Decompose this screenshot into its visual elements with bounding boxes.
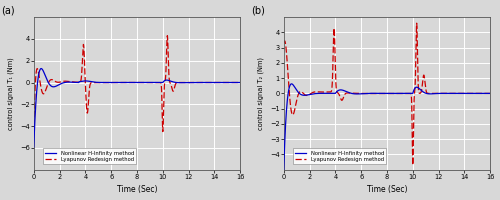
Lyapunov Redesign method — [106, 81, 112, 84]
Text: (b): (b) — [250, 6, 264, 16]
Lyapunov Redesign method — [280, 42, 286, 45]
Line: Nonlinear H-Infinity method: Nonlinear H-Infinity method — [284, 84, 490, 170]
Nonlinear H-Infinity method — [162, 79, 168, 82]
Lyapunov Redesign method — [184, 81, 190, 84]
Lyapunov Redesign method — [238, 81, 244, 84]
Lyapunov Redesign method — [153, 81, 159, 84]
Y-axis label: control signal T₁ (Nm): control signal T₁ (Nm) — [8, 57, 14, 130]
Nonlinear H-Infinity method — [291, 85, 297, 87]
Nonlinear H-Infinity method — [38, 67, 44, 70]
Nonlinear H-Infinity method — [412, 87, 418, 89]
Nonlinear H-Infinity method — [30, 146, 36, 148]
Line: Lyapunov Redesign method: Lyapunov Redesign method — [284, 23, 490, 165]
Nonlinear H-Infinity method — [184, 81, 190, 84]
Lyapunov Redesign method — [162, 81, 168, 83]
Lyapunov Redesign method — [410, 164, 416, 166]
Lyapunov Redesign method — [30, 134, 36, 136]
Y-axis label: control signal T₂ (Nm): control signal T₂ (Nm) — [258, 57, 264, 130]
Nonlinear H-Infinity method — [445, 92, 451, 95]
Lyapunov Redesign method — [445, 92, 451, 95]
Lyapunov Redesign method — [195, 81, 201, 84]
Nonlinear H-Infinity method — [41, 72, 47, 74]
Nonlinear H-Infinity method — [288, 83, 294, 85]
Nonlinear H-Infinity method — [153, 81, 159, 84]
Nonlinear H-Infinity method — [238, 81, 244, 84]
Lyapunov Redesign method — [356, 92, 362, 95]
Nonlinear H-Infinity method — [403, 92, 409, 95]
Line: Nonlinear H-Infinity method: Nonlinear H-Infinity method — [34, 69, 240, 147]
Lyapunov Redesign method — [291, 111, 297, 113]
Legend: Nonlinear H-Infinity method, Lyapunov Redesign method: Nonlinear H-Infinity method, Lyapunov Re… — [42, 148, 136, 164]
Lyapunov Redesign method — [164, 34, 170, 37]
Legend: Nonlinear H-Infinity method, Lyapunov Redesign method: Nonlinear H-Infinity method, Lyapunov Re… — [292, 148, 386, 164]
Nonlinear H-Infinity method — [280, 168, 286, 171]
Nonlinear H-Infinity method — [195, 81, 201, 84]
Nonlinear H-Infinity method — [356, 93, 362, 95]
Lyapunov Redesign method — [41, 92, 47, 95]
Lyapunov Redesign method — [488, 92, 494, 95]
Nonlinear H-Infinity method — [488, 92, 494, 95]
Lyapunov Redesign method — [412, 87, 418, 90]
Lyapunov Redesign method — [434, 92, 440, 95]
Lyapunov Redesign method — [414, 22, 420, 24]
X-axis label: Time (Sec): Time (Sec) — [116, 185, 157, 194]
Lyapunov Redesign method — [403, 92, 409, 95]
Nonlinear H-Infinity method — [434, 92, 440, 95]
Text: (a): (a) — [0, 6, 14, 16]
Nonlinear H-Infinity method — [106, 81, 112, 84]
Line: Lyapunov Redesign method: Lyapunov Redesign method — [34, 36, 240, 135]
X-axis label: Time (Sec): Time (Sec) — [366, 185, 407, 194]
